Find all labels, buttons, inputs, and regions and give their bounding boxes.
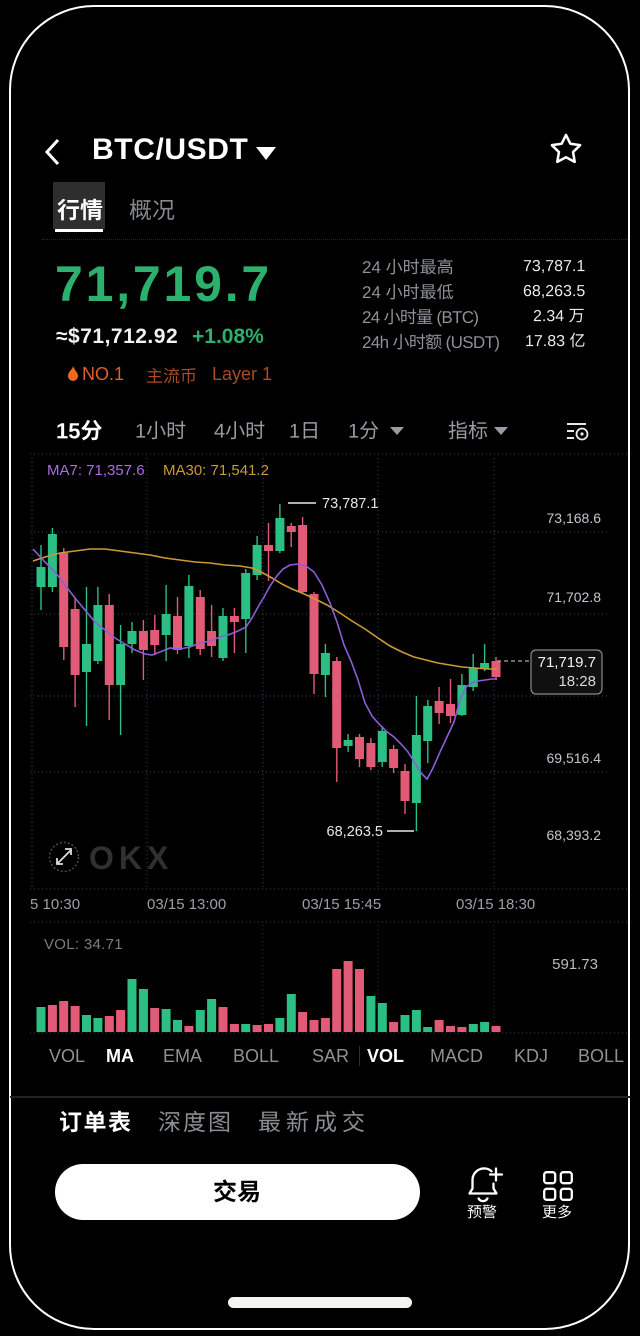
svg-text:MA30: 71,541.2: MA30: 71,541.2 (163, 462, 269, 479)
svg-text:5 10:30: 5 10:30 (30, 896, 80, 913)
svg-text:MA7: 71,357.6: MA7: 71,357.6 (47, 462, 145, 479)
svg-text:03/15 15:45: 03/15 15:45 (302, 896, 381, 913)
svg-text:73,787.1: 73,787.1 (322, 496, 378, 512)
svg-text:71,719.7: 71,719.7 (538, 654, 596, 671)
svg-text:18:28: 18:28 (558, 673, 596, 690)
svg-text:591.73: 591.73 (552, 956, 598, 973)
svg-text:VOL: 34.71: VOL: 34.71 (44, 936, 123, 953)
svg-text:68,393.2: 68,393.2 (547, 827, 602, 843)
svg-text:71,702.8: 71,702.8 (547, 589, 602, 605)
svg-text:03/15 18:30: 03/15 18:30 (456, 896, 535, 913)
svg-text:73,168.6: 73,168.6 (547, 510, 602, 526)
svg-text:03/15 13:00: 03/15 13:00 (147, 896, 226, 913)
svg-text:OKX: OKX (89, 840, 173, 876)
svg-text:69,516.4: 69,516.4 (547, 750, 602, 766)
svg-text:68,263.5: 68,263.5 (327, 824, 383, 840)
